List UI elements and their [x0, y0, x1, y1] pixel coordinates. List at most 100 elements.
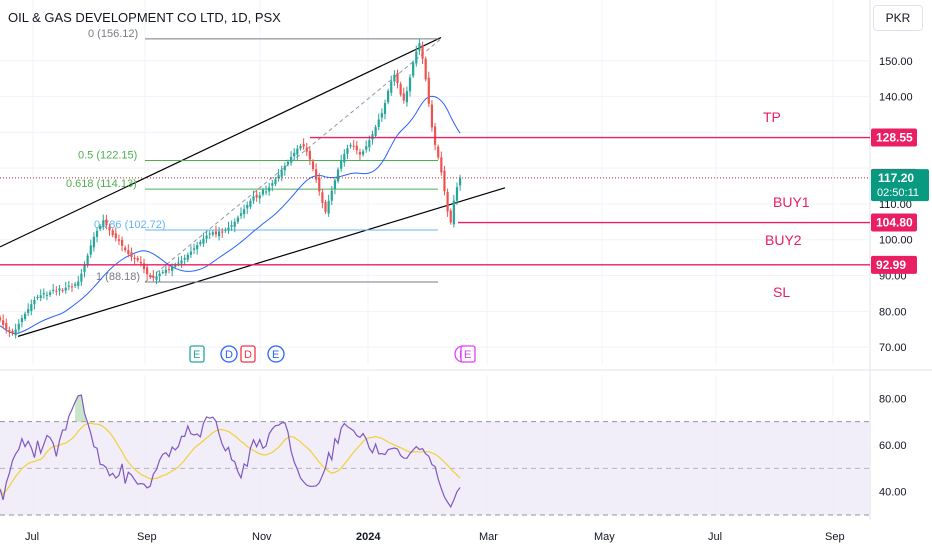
- time-axis-label: Jul: [708, 531, 722, 543]
- candle-body: [246, 205, 249, 209]
- candle-body: [415, 51, 418, 64]
- candle-body: [352, 145, 355, 147]
- candle-body: [186, 254, 189, 260]
- currency-button[interactable]: PKR: [873, 5, 923, 31]
- candle-body: [446, 191, 449, 212]
- candle-body: [189, 251, 193, 255]
- event-marker: [240, 345, 256, 363]
- candle-body: [293, 152, 296, 157]
- candle-body: [114, 233, 117, 239]
- candle-body: [355, 145, 358, 151]
- candle-body: [261, 189, 265, 195]
- candle-body: [36, 297, 39, 299]
- last-price-tag: [871, 169, 929, 202]
- candle-body: [111, 230, 114, 236]
- price-tick-label: 140.00: [879, 92, 913, 104]
- candle-body: [95, 230, 99, 237]
- fib-level-label: 1 (88.18): [96, 271, 140, 283]
- candle-body: [296, 148, 299, 155]
- candle-body: [227, 227, 230, 231]
- candle-body: [202, 238, 205, 244]
- candle-body: [180, 260, 183, 264]
- annotation-text: TP: [763, 109, 781, 125]
- candle-body: [39, 295, 42, 298]
- price-tick-label: 110.00: [879, 199, 912, 211]
- price-level-tag-label: 128.55: [876, 131, 913, 145]
- candle-body: [368, 140, 371, 148]
- candle-body: [349, 144, 352, 147]
- candle-body: [393, 74, 396, 82]
- candle-body: [45, 294, 49, 296]
- candle-body: [402, 93, 405, 101]
- candle-body: [361, 151, 365, 155]
- candle-body: [327, 200, 330, 214]
- candle-body: [268, 187, 271, 192]
- candle-body: [108, 226, 111, 231]
- candle-body: [74, 284, 77, 286]
- candle-body: [239, 213, 243, 216]
- candle-body: [149, 274, 152, 277]
- candle-body: [243, 209, 246, 215]
- candle-body: [255, 194, 258, 198]
- event-marker-label: D: [225, 349, 233, 361]
- candle-body: [33, 299, 36, 305]
- price-level-tag-label: 92.99: [876, 258, 906, 272]
- candle-body: [427, 77, 430, 104]
- candle-body: [208, 233, 211, 235]
- event-marker: [189, 345, 205, 363]
- candle-body: [311, 161, 315, 170]
- bar-countdown-label: 02:50:11: [877, 187, 919, 199]
- candle-body: [302, 144, 305, 147]
- candle-body: [133, 257, 136, 260]
- candle-body: [17, 323, 20, 330]
- candle-body: [383, 103, 387, 114]
- candle-body: [340, 160, 343, 169]
- candle-body: [196, 245, 199, 250]
- candle-body: [58, 288, 61, 291]
- candle-body: [0, 317, 2, 321]
- candle-body: [127, 250, 130, 255]
- candle-body: [387, 90, 390, 103]
- candle-body: [315, 169, 318, 180]
- candle-body: [377, 119, 380, 127]
- candle-body: [236, 217, 239, 222]
- time-axis-label: 2024: [356, 531, 381, 543]
- fib-level-label: 0.786 (102.72): [94, 219, 166, 231]
- candle-body: [343, 153, 346, 163]
- candle-body: [308, 150, 311, 160]
- event-marker: [460, 345, 476, 363]
- candle-body: [105, 219, 108, 226]
- candle-body: [174, 264, 177, 267]
- candle-body: [289, 157, 293, 163]
- candle-body: [365, 146, 368, 150]
- candle-body: [152, 276, 155, 279]
- annotation-text: BUY2: [765, 232, 802, 248]
- candle-body: [252, 196, 255, 201]
- candle-body: [371, 134, 374, 140]
- candle-body: [214, 231, 218, 235]
- candle-body: [205, 235, 208, 239]
- candle-body: [412, 62, 415, 76]
- candle-body: [405, 91, 408, 103]
- annotation-text: BUY1: [773, 194, 810, 210]
- last-price-label: 117.20: [878, 171, 914, 185]
- candle-body: [299, 145, 302, 149]
- moving-average-line: [0, 95, 461, 335]
- candle-body: [258, 195, 261, 199]
- time-axis-label: Mar: [479, 531, 498, 543]
- candle-body: [67, 285, 70, 287]
- candle-body: [233, 221, 236, 227]
- time-axis-label: Jul: [25, 531, 39, 543]
- candle-body: [336, 169, 340, 182]
- candle-body: [86, 255, 89, 266]
- event-marker-label: E: [464, 349, 471, 361]
- candle-body: [333, 180, 337, 189]
- candle-body: [277, 174, 280, 179]
- candle-body: [449, 210, 452, 223]
- candle-body: [408, 77, 412, 92]
- candle-body: [430, 104, 434, 128]
- channel-lower-line: [17, 187, 506, 337]
- rsi-tick-label: 60.00: [879, 440, 907, 452]
- candle-body: [139, 261, 142, 264]
